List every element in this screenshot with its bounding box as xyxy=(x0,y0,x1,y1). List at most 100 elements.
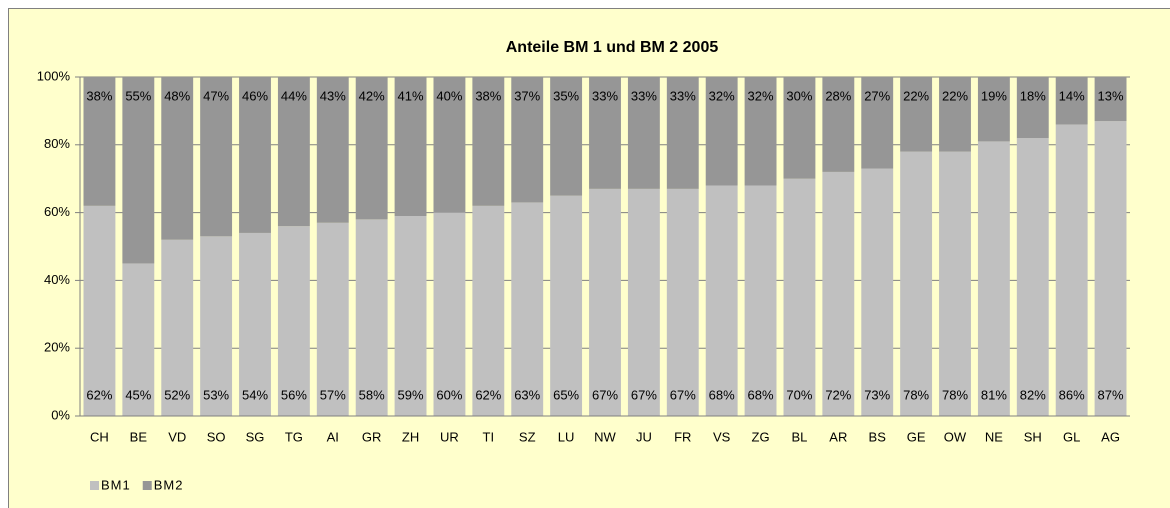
bar-segment xyxy=(433,212,466,416)
bar-segment xyxy=(550,195,583,416)
x-tick-label: NW xyxy=(594,429,616,444)
bar-segment xyxy=(627,188,660,416)
data-label: 48% xyxy=(164,88,190,103)
data-label: 72% xyxy=(825,387,851,402)
data-label: 32% xyxy=(748,88,774,103)
data-label: 70% xyxy=(786,387,812,402)
bar-segment xyxy=(316,77,349,223)
x-tick-label: AI xyxy=(327,429,339,444)
bar-segment xyxy=(1016,138,1049,416)
legend-swatch xyxy=(142,481,152,490)
x-tick-label: SZ xyxy=(519,429,536,444)
x-tick-label: FR xyxy=(674,429,691,444)
bar-segment xyxy=(239,232,271,416)
bar-segment xyxy=(822,171,855,416)
x-tick-label: CH xyxy=(90,429,109,444)
bar-segment xyxy=(394,215,427,416)
bar-segment xyxy=(627,77,660,189)
x-tick-label: TG xyxy=(285,429,303,444)
bar-segment xyxy=(705,185,738,416)
legend-label: BM1 xyxy=(101,477,131,492)
bar-segment xyxy=(1094,121,1127,416)
x-tick-label: LU xyxy=(558,429,575,444)
data-label: 13% xyxy=(1098,88,1124,103)
bar-segment xyxy=(200,77,233,237)
x-tick-label: VD xyxy=(168,429,186,444)
x-tick-label: SO xyxy=(207,429,226,444)
bar-segment xyxy=(200,236,233,416)
data-label: 40% xyxy=(436,88,462,103)
data-label: 30% xyxy=(786,88,812,103)
data-label: 28% xyxy=(825,88,851,103)
x-tick-label: ZG xyxy=(752,429,770,444)
x-tick-label: GL xyxy=(1063,429,1080,444)
data-label: 47% xyxy=(203,88,229,103)
y-tick-label: 80% xyxy=(44,136,70,151)
bar-segment xyxy=(122,77,155,264)
data-label: 82% xyxy=(1020,387,1046,402)
data-label: 53% xyxy=(203,387,229,402)
data-label: 55% xyxy=(125,88,151,103)
data-label: 35% xyxy=(553,88,579,103)
bar-segment xyxy=(783,178,816,416)
bar-segment xyxy=(744,185,777,416)
data-label: 37% xyxy=(514,88,540,103)
data-label: 62% xyxy=(86,387,112,402)
data-label: 59% xyxy=(398,387,424,402)
bar-segment xyxy=(472,205,505,416)
x-tick-label: OW xyxy=(944,429,967,444)
bar-segment xyxy=(900,151,933,416)
x-tick-label: NE xyxy=(985,429,1003,444)
bar-segment xyxy=(550,77,583,196)
x-tick-label: GE xyxy=(907,429,926,444)
bar-segment xyxy=(511,202,544,416)
bar-segment xyxy=(1094,77,1127,122)
bar-segment xyxy=(122,263,155,416)
data-label: 68% xyxy=(709,387,735,402)
data-label: 58% xyxy=(359,387,385,402)
data-label: 67% xyxy=(592,387,618,402)
x-tick-label: JU xyxy=(636,429,652,444)
bar-segment xyxy=(161,77,194,240)
x-tick-label: GR xyxy=(362,429,382,444)
bar-segment xyxy=(161,239,194,416)
data-label: 68% xyxy=(748,387,774,402)
bar-segment xyxy=(355,77,388,220)
x-tick-label: SH xyxy=(1024,429,1042,444)
bar-segment xyxy=(472,77,505,206)
data-label: 18% xyxy=(1020,88,1046,103)
bar-segment xyxy=(316,222,349,416)
x-tick-label: ZH xyxy=(402,429,419,444)
chart-title: Anteile BM 1 und BM 2 2005 xyxy=(506,39,719,56)
bar-segment xyxy=(939,77,971,152)
x-tick-label: BS xyxy=(869,429,887,444)
data-label: 41% xyxy=(398,88,424,103)
bar-segment xyxy=(83,205,116,416)
bar-segment xyxy=(1055,124,1088,417)
bar-segment xyxy=(977,141,1010,416)
bar-segment xyxy=(1055,77,1088,125)
y-tick-label: 0% xyxy=(51,407,70,422)
data-label: 45% xyxy=(125,387,151,402)
x-tick-label: VS xyxy=(713,429,731,444)
data-label: 67% xyxy=(670,387,696,402)
data-label: 86% xyxy=(1059,387,1085,402)
bar-segment xyxy=(277,77,310,227)
data-label: 46% xyxy=(242,88,268,103)
data-label: 67% xyxy=(631,387,657,402)
y-tick-label: 60% xyxy=(44,204,70,219)
data-label: 54% xyxy=(242,387,268,402)
bar-segment xyxy=(861,77,894,169)
bar-segment xyxy=(433,77,466,213)
bar-segment xyxy=(900,77,933,152)
bar-segment xyxy=(861,168,894,416)
y-tick-label: 100% xyxy=(37,68,71,83)
bar-segment xyxy=(394,77,427,216)
data-label: 22% xyxy=(903,88,929,103)
x-tick-label: SG xyxy=(246,429,265,444)
data-label: 32% xyxy=(709,88,735,103)
data-label: 38% xyxy=(475,88,501,103)
data-label: 52% xyxy=(164,387,190,402)
data-label: 87% xyxy=(1098,387,1124,402)
